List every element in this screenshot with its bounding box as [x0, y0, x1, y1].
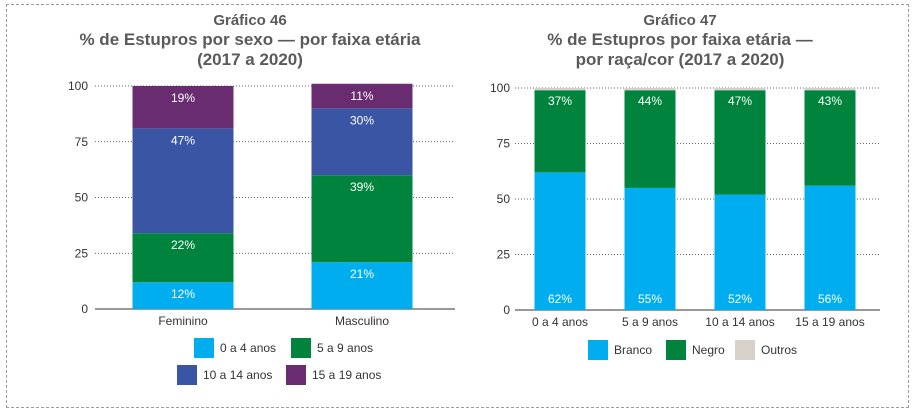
legend-item-15-19: 15 a 19 anos [286, 365, 381, 385]
bar-segment-0-0-0 [132, 282, 234, 309]
legend-swatch-branco [588, 340, 608, 360]
legend-item-outros: Outros [735, 340, 797, 360]
legend-item-branco: Branco [588, 340, 652, 360]
bar-segment-1-3-1 [804, 90, 856, 186]
legend-label-5-9: 5 a 9 anos [317, 341, 374, 355]
data-label-1-1-0: 55% [638, 292, 662, 306]
chart-46-title-line2: % de Estupros por sexo — por faixa etári… [79, 30, 421, 49]
chart-47-title-line3: por raça/cor (2017 a 2020) [575, 50, 785, 69]
ytick-label-0-2: 50 [75, 191, 89, 205]
bar-segment-1-0-0 [534, 172, 586, 310]
legend-swatch-0-4 [194, 338, 214, 358]
legend-item-5-9: 5 a 9 anos [291, 338, 373, 358]
bar-segment-1-2-0 [714, 194, 766, 310]
legend-label-branco: Branco [614, 343, 653, 357]
data-label-0-0-3: 19% [171, 91, 195, 105]
ytick-label-0-1: 25 [75, 246, 89, 260]
legend-label-outros: Outros [761, 343, 798, 357]
data-label-1-2-0: 52% [728, 292, 752, 306]
bar-segment-0-1-1 [311, 175, 413, 263]
data-label-0-0-0: 12% [171, 287, 195, 301]
chart-47-title: Gráfico 47 % de Estupros por faixa etári… [470, 12, 890, 70]
ytick-label-0-0: 0 [81, 302, 88, 316]
chart-47-title-line1: Gráfico 47 [643, 12, 717, 29]
legend-swatch-10-14 [177, 365, 197, 385]
bar-segment-1-1-1 [624, 90, 676, 188]
ytick-label-1-0: 0 [503, 303, 510, 317]
bar-segment-1-3-0 [804, 185, 856, 310]
bar-segment-1-0-1 [534, 90, 586, 173]
ytick-label-1-1: 25 [497, 248, 511, 262]
data-label-1-2-1: 47% [728, 94, 752, 108]
figure-frame [6, 4, 909, 408]
bar-segment-0-0-3 [132, 86, 234, 129]
xtick-label-0-0: Feminino [158, 314, 208, 328]
bar-segment-0-0-2 [132, 128, 234, 234]
bar-segment-0-0-1 [132, 233, 234, 283]
legend-swatch-15-19 [286, 365, 306, 385]
data-label-0-1-2: 30% [350, 113, 374, 127]
data-label-1-0-0: 62% [548, 292, 572, 306]
legend-label-15-19: 15 a 19 anos [312, 368, 382, 382]
xtick-label-1-1: 5 a 9 anos [622, 315, 678, 329]
legend-swatch-5-9 [291, 338, 311, 358]
xtick-label-1-2: 10 a 14 anos [705, 315, 774, 329]
data-label-0-1-3: 11% [350, 89, 373, 103]
bar-segment-1-3-2 [804, 88, 856, 91]
legend-swatch-outros [735, 340, 755, 360]
data-label-1-1-1: 44% [638, 94, 662, 108]
bar-segment-1-2-1 [714, 90, 766, 195]
chart-46-title-line1: Gráfico 46 [213, 12, 287, 29]
data-label-0-0-2: 47% [171, 133, 195, 147]
legend-item-10-14: 10 a 14 anos [177, 365, 272, 385]
ytick-label-1-4: 100 [490, 81, 510, 95]
data-label-0-1-0: 21% [350, 267, 374, 281]
data-label-0-0-1: 22% [171, 238, 195, 252]
legend-label-negro: Negro [692, 343, 725, 357]
bar-segment-0-1-3 [311, 83, 413, 109]
bar-segment-1-1-0 [624, 187, 676, 310]
ytick-label-0-4: 100 [68, 79, 88, 93]
xtick-label-1-0: 0 a 4 anos [532, 315, 588, 329]
data-label-1-0-1: 37% [548, 94, 572, 108]
bar-segment-1-1-2 [624, 88, 676, 91]
legend-item-negro: Negro [666, 340, 725, 360]
bar-segment-1-2-2 [714, 88, 766, 91]
ytick-label-0-3: 75 [75, 135, 89, 149]
chart-47-title-line2: % de Estupros por faixa etária — [547, 30, 813, 49]
legend-label-0-4: 0 a 4 anos [220, 341, 277, 355]
bar-segment-0-1-2 [311, 108, 413, 176]
bar-segment-0-1-0 [311, 262, 413, 309]
ytick-label-1-3: 75 [497, 137, 511, 151]
legend-label-10-14: 10 a 14 anos [203, 368, 273, 382]
legend-item-0-4: 0 a 4 anos [194, 338, 276, 358]
bar-segment-1-0-2 [534, 88, 586, 91]
chart-46-title: Gráfico 46 % de Estupros por sexo — por … [40, 12, 460, 70]
chart-46-title-line3: (2017 a 2020) [197, 50, 303, 69]
ytick-label-1-2: 50 [497, 192, 511, 206]
legend-swatch-negro [666, 340, 686, 360]
data-label-1-3-1: 43% [818, 94, 842, 108]
xtick-label-1-3: 15 a 19 anos [795, 315, 864, 329]
xtick-label-0-1: Masculino [335, 314, 389, 328]
data-label-0-1-1: 39% [350, 180, 374, 194]
data-label-1-3-0: 56% [818, 292, 842, 306]
